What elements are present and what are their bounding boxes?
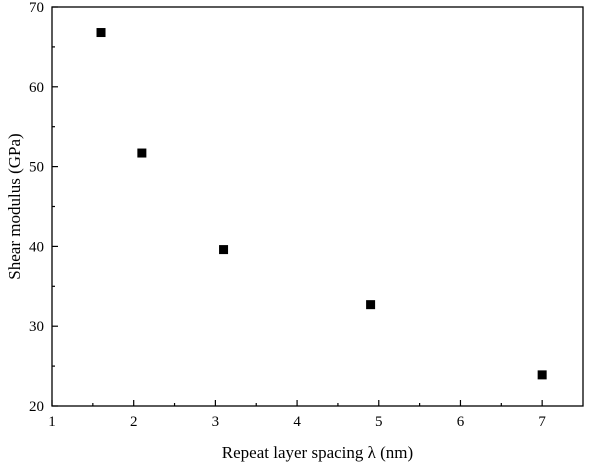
- y-tick-label: 30: [29, 319, 44, 335]
- x-axis-label: Repeat layer spacing λ (nm): [222, 443, 413, 462]
- tick-labels: 1 2 3 4 5 6 7 20 30 40 50 60 70: [29, 0, 546, 430]
- x-tick-label: 4: [293, 414, 301, 430]
- plot-frame: [51, 6, 584, 407]
- data-point: [366, 300, 376, 310]
- x-tick-label: 5: [375, 414, 383, 430]
- data-point: [219, 245, 229, 255]
- data-point: [537, 370, 547, 380]
- y-tick-label: 70: [29, 0, 44, 16]
- y-tick-label: 40: [29, 239, 44, 255]
- x-tick-label: 7: [538, 414, 546, 430]
- axis-ticks: [51, 6, 543, 407]
- x-tick-label: 2: [130, 414, 138, 430]
- x-tick-label: 3: [212, 414, 220, 430]
- y-axis-label: Shear modulus (GPa): [5, 133, 24, 279]
- x-tick-label: 6: [457, 414, 465, 430]
- data-point: [137, 148, 147, 158]
- data-points: [96, 28, 547, 380]
- x-tick-label: 1: [48, 414, 56, 430]
- y-tick-label: 50: [29, 160, 44, 176]
- data-point: [96, 28, 106, 38]
- y-tick-label: 60: [29, 80, 44, 96]
- y-tick-label: 20: [29, 399, 44, 415]
